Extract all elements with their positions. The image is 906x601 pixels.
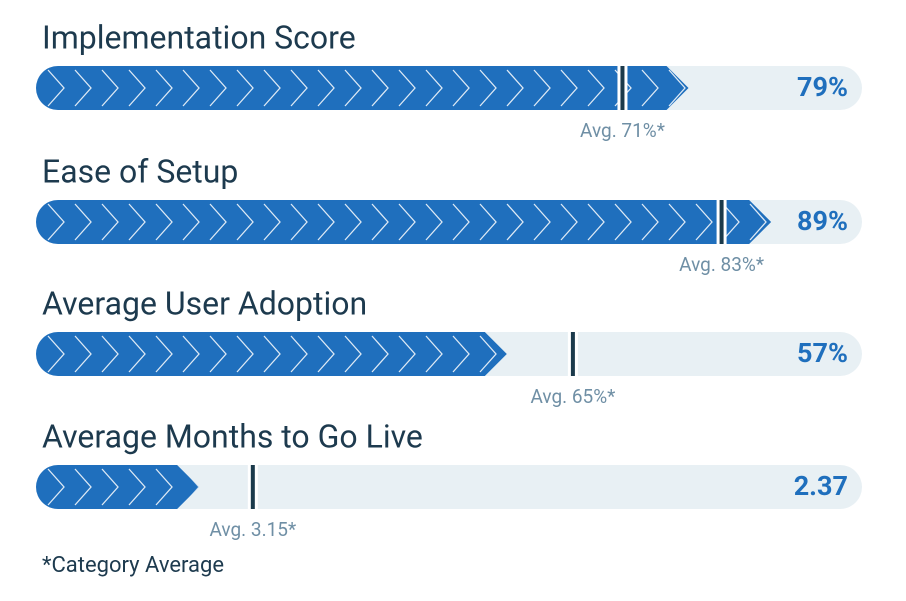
chevron	[128, 335, 146, 373]
chevron	[317, 335, 335, 373]
chevron	[614, 203, 632, 241]
chevron	[236, 203, 254, 241]
chevron	[749, 203, 767, 241]
chevron	[47, 203, 65, 241]
avg-marker	[620, 66, 625, 110]
chevron	[155, 468, 173, 506]
footnote: *Category Average	[42, 553, 224, 578]
chevron	[101, 468, 119, 506]
row-title: Ease of Setup	[42, 152, 238, 190]
chevron	[209, 69, 227, 107]
chevron	[74, 69, 92, 107]
chevron	[290, 335, 308, 373]
chevron	[182, 203, 200, 241]
avg-marker	[250, 465, 255, 509]
chevron	[263, 335, 281, 373]
chevron	[506, 203, 524, 241]
chevron	[452, 69, 470, 107]
chevron	[263, 203, 281, 241]
chevron	[317, 203, 335, 241]
chevron	[371, 203, 389, 241]
chevron	[587, 69, 605, 107]
chevron	[128, 203, 146, 241]
chevron	[560, 69, 578, 107]
fill-bar	[36, 66, 689, 110]
chevron	[128, 69, 146, 107]
avg-label: Avg. 71%*	[580, 119, 665, 142]
chevron	[47, 335, 65, 373]
chevron	[479, 203, 497, 241]
avg-label: Avg. 65%*	[530, 385, 615, 408]
chevron	[506, 69, 524, 107]
chevron	[101, 69, 119, 107]
chevron	[47, 468, 65, 506]
chevron	[479, 69, 497, 107]
chevron	[47, 69, 65, 107]
chevron	[695, 203, 713, 241]
fill-bar	[36, 332, 507, 376]
chevron	[101, 203, 119, 241]
chevron	[479, 335, 497, 373]
fill-bar	[36, 200, 772, 244]
chevron	[182, 69, 200, 107]
chevron	[452, 203, 470, 241]
chevron	[209, 335, 227, 373]
value-label: 2.37	[794, 470, 848, 502]
chevron	[344, 203, 362, 241]
chevron	[128, 468, 146, 506]
chevron	[641, 203, 659, 241]
chevron	[398, 203, 416, 241]
value-label: 79%	[797, 71, 848, 103]
chevron	[317, 69, 335, 107]
chevron	[344, 69, 362, 107]
chevron	[74, 203, 92, 241]
chevron	[425, 69, 443, 107]
avg-label: Avg. 3.15*	[210, 518, 297, 541]
chevron	[425, 203, 443, 241]
chevron	[533, 203, 551, 241]
chevron	[587, 203, 605, 241]
chevron	[668, 203, 686, 241]
chevron	[74, 468, 92, 506]
chevron	[668, 69, 686, 107]
chevron	[155, 203, 173, 241]
avg-marker	[719, 200, 724, 244]
track	[36, 465, 862, 509]
chevron	[452, 335, 470, 373]
chevron	[722, 203, 740, 241]
chevron	[101, 335, 119, 373]
chevron	[236, 69, 254, 107]
value-label: 89%	[797, 205, 848, 237]
chevron	[560, 203, 578, 241]
chevron	[398, 69, 416, 107]
row-title: Implementation Score	[42, 18, 356, 56]
row-title: Average Months to Go Live	[42, 417, 423, 455]
chevrons	[47, 335, 497, 373]
chevron	[533, 69, 551, 107]
chevron	[209, 203, 227, 241]
chevron	[263, 69, 281, 107]
chevron	[155, 335, 173, 373]
chevron	[398, 335, 416, 373]
value-label: 57%	[797, 337, 848, 369]
chevron	[155, 69, 173, 107]
chevrons	[47, 203, 767, 241]
chevron	[236, 335, 254, 373]
chevron	[371, 69, 389, 107]
chevron	[371, 335, 389, 373]
avg-label: Avg. 83%*	[679, 253, 764, 276]
chevron	[344, 335, 362, 373]
chevron	[290, 203, 308, 241]
chevron	[74, 335, 92, 373]
chevron	[425, 335, 443, 373]
chevron	[290, 69, 308, 107]
chevron	[641, 69, 659, 107]
avg-marker	[570, 332, 575, 376]
row-title: Average User Adoption	[42, 284, 367, 322]
chevron	[182, 335, 200, 373]
